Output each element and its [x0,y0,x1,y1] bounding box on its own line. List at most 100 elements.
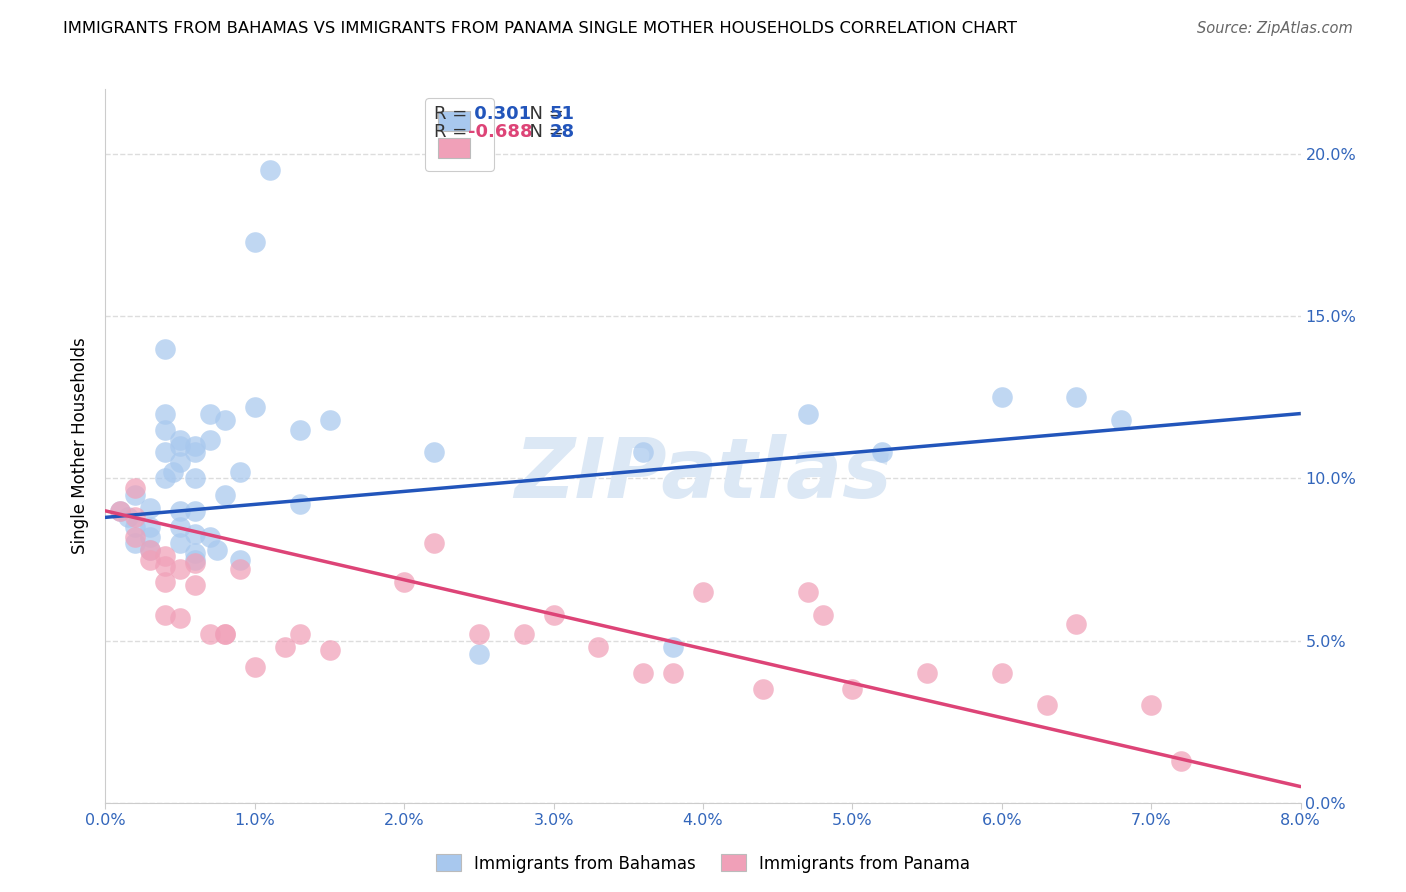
Point [139,520,162,534]
Point [153,575,177,590]
Point [588,640,610,654]
Point [841,682,863,697]
Point [169,536,191,550]
Point [468,647,491,661]
Point [214,413,236,427]
Point [124,488,146,502]
Point [184,526,207,541]
Point [169,439,191,453]
Point [692,585,714,599]
Point [169,455,191,469]
Point [318,413,340,427]
Point [139,500,162,515]
Point [184,546,207,560]
Point [198,407,221,421]
Legend: Immigrants from Bahamas, Immigrants from Panama: Immigrants from Bahamas, Immigrants from… [429,847,977,880]
Point [915,666,938,681]
Point [318,643,340,657]
Text: 28: 28 [550,123,575,141]
Point [990,390,1012,404]
Point [169,611,191,625]
Point [288,423,311,437]
Point [184,578,207,592]
Point [468,627,491,641]
Point [243,659,266,673]
Text: R =: R = [434,123,472,141]
Point [139,542,162,557]
Point [139,542,162,557]
Point [153,549,177,564]
Point [184,471,207,485]
Point [229,552,252,566]
Point [153,407,177,421]
Point [169,562,191,576]
Point [124,530,146,544]
Point [423,445,446,459]
Point [1140,698,1163,713]
Text: Source: ZipAtlas.com: Source: ZipAtlas.com [1197,21,1353,36]
Point [513,627,536,641]
Point [124,536,146,550]
Text: -0.688: -0.688 [468,123,533,141]
Point [229,465,252,479]
Text: IMMIGRANTS FROM BAHAMAS VS IMMIGRANTS FROM PANAMA SINGLE MOTHER HOUSEHOLDS CORRE: IMMIGRANTS FROM BAHAMAS VS IMMIGRANTS FR… [63,21,1018,36]
Point [990,666,1012,681]
Point [124,481,146,495]
Point [198,627,221,641]
Point [169,504,191,518]
Point [1035,698,1057,713]
Point [110,504,132,518]
Point [162,465,184,479]
Point [184,556,207,570]
Point [124,510,146,524]
Point [117,510,139,524]
Point [631,666,654,681]
Point [153,423,177,437]
Point [423,536,446,550]
Point [198,433,221,447]
Point [110,504,132,518]
Point [259,163,281,178]
Point [811,607,834,622]
Point [139,530,162,544]
Point [153,445,177,459]
Point [184,504,207,518]
Point [153,559,177,574]
Point [392,575,416,590]
Point [169,433,191,447]
Point [631,445,654,459]
Point [243,400,266,414]
Point [153,607,177,622]
Text: N =: N = [517,123,569,141]
Point [207,542,229,557]
Point [214,627,236,641]
Point [153,471,177,485]
Point [1066,390,1088,404]
Text: 0.301: 0.301 [468,105,530,123]
Point [288,497,311,511]
Point [153,342,177,356]
Point [1066,617,1088,632]
Point [543,607,565,622]
Point [243,235,266,249]
Point [139,552,162,566]
Point [214,627,236,641]
Point [796,407,818,421]
Point [198,530,221,544]
Text: ZIPatlas: ZIPatlas [515,434,891,515]
Text: N =: N = [517,105,569,123]
Point [870,445,894,459]
Point [214,488,236,502]
Point [229,562,252,576]
Point [169,520,191,534]
Point [662,666,685,681]
Point [662,640,685,654]
Point [184,445,207,459]
Y-axis label: Single Mother Households: Single Mother Households [70,338,89,554]
Point [273,640,295,654]
Point [796,585,818,599]
Point [288,627,311,641]
Point [751,682,773,697]
Point [1111,413,1133,427]
Legend: , : , [425,98,494,170]
